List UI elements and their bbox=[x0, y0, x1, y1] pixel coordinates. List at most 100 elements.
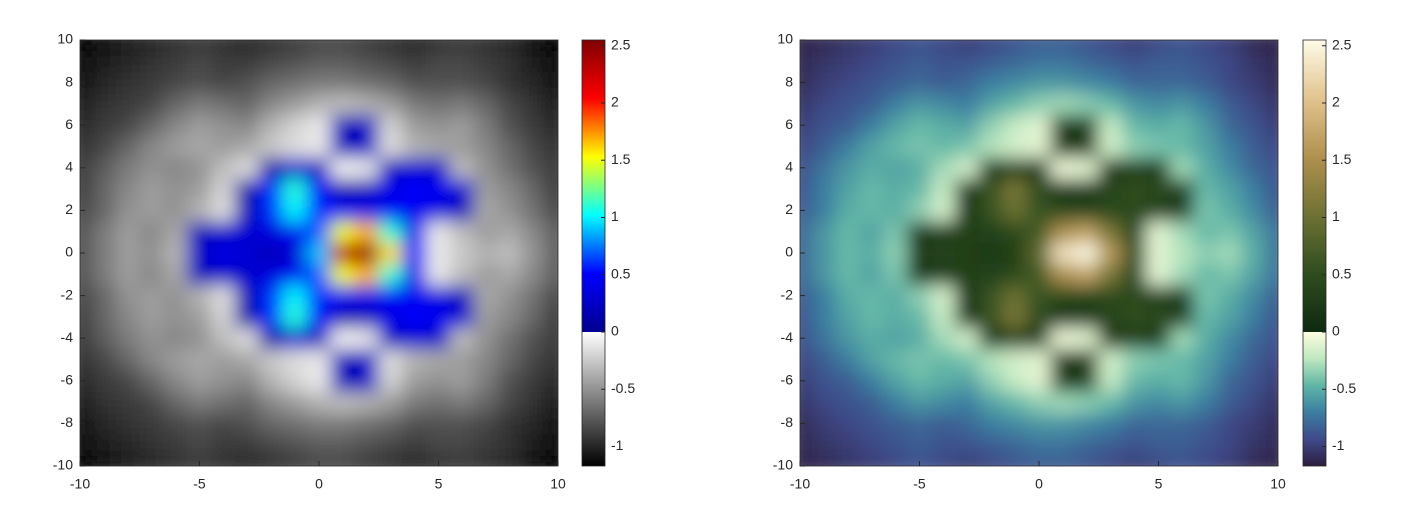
heatmap-cell bbox=[800, 327, 813, 350]
heatmap-cell bbox=[1074, 390, 1100, 414]
heatmap-cell bbox=[1265, 114, 1278, 137]
heatmap-cell bbox=[282, 50, 308, 73]
heatmap-cell bbox=[354, 135, 380, 158]
heatmap-cell bbox=[163, 92, 189, 116]
heatmap-cell bbox=[306, 50, 332, 73]
heatmap-cell bbox=[354, 327, 380, 350]
heatmap-cell bbox=[1050, 454, 1076, 466]
heatmap-cell bbox=[1265, 305, 1278, 329]
heatmap-cell bbox=[883, 50, 909, 73]
heatmap-cell bbox=[800, 454, 813, 466]
x-tick-label: 10 bbox=[1270, 476, 1286, 492]
heatmap-cell bbox=[91, 71, 117, 94]
heatmap-cell bbox=[1074, 369, 1100, 392]
colorbar-tick-label: -1 bbox=[1332, 437, 1345, 453]
heatmap-cell bbox=[835, 369, 861, 392]
heatmap-cell bbox=[811, 348, 837, 371]
heatmap-cell bbox=[258, 92, 284, 116]
heatmap-cell bbox=[234, 390, 260, 414]
heatmap-cell bbox=[163, 220, 189, 243]
heatmap-cell bbox=[306, 327, 332, 350]
heatmap-cell bbox=[473, 369, 499, 392]
heatmap-cells bbox=[800, 40, 1278, 466]
plot-area bbox=[800, 40, 1278, 466]
heatmap-cell bbox=[811, 327, 837, 350]
heatmap-cell bbox=[1265, 92, 1278, 116]
heatmap-cell bbox=[1098, 177, 1124, 201]
heatmap-cell bbox=[282, 263, 308, 286]
heatmap-cell bbox=[1217, 369, 1243, 392]
heatmap-cell bbox=[91, 327, 117, 350]
heatmap-cell bbox=[1026, 454, 1052, 466]
heatmap-cell bbox=[378, 135, 404, 158]
heatmap-cell bbox=[426, 71, 451, 94]
heatmap-cell bbox=[521, 220, 547, 243]
y-tick-label: 0 bbox=[65, 244, 73, 260]
heatmap-cell bbox=[306, 114, 332, 137]
heatmap-cell bbox=[1074, 50, 1100, 73]
heatmap-cell bbox=[473, 390, 499, 414]
colorbar-tick-label: -1 bbox=[611, 437, 624, 453]
heatmap-cell bbox=[139, 348, 165, 371]
heatmap-cell bbox=[234, 241, 260, 265]
heatmap-cell bbox=[1265, 284, 1278, 307]
heatmap-cell bbox=[521, 199, 547, 222]
heatmap-cell bbox=[187, 263, 212, 286]
heatmap-cell bbox=[115, 71, 141, 94]
heatmap-cell bbox=[80, 71, 93, 94]
heatmap-cell bbox=[1217, 305, 1243, 329]
heatmap-cell bbox=[835, 177, 861, 201]
x-tick-label: -5 bbox=[913, 476, 926, 492]
heatmap-cell bbox=[1241, 348, 1267, 371]
heatmap-cell bbox=[954, 369, 980, 392]
heatmap-cell bbox=[800, 284, 813, 307]
heatmap-cell bbox=[402, 71, 428, 94]
heatmap-cell bbox=[1074, 454, 1100, 466]
heatmap-cell bbox=[978, 220, 1004, 243]
heatmap-cell bbox=[1026, 199, 1052, 222]
heatmap-cell bbox=[115, 40, 141, 52]
heatmap-cell bbox=[187, 220, 212, 243]
heatmap-cell bbox=[1026, 284, 1052, 307]
heatmap-cell bbox=[426, 177, 451, 201]
heatmap-cell bbox=[978, 263, 1004, 286]
heatmap-cell bbox=[1098, 327, 1124, 350]
heatmap-cell bbox=[1241, 412, 1267, 435]
heatmap-cell bbox=[811, 241, 837, 265]
heatmap-cell bbox=[473, 220, 499, 243]
heatmap-cell bbox=[187, 305, 212, 329]
heatmap-cell bbox=[907, 50, 932, 73]
heatmap-cell bbox=[497, 92, 523, 116]
heatmap-cell bbox=[1217, 156, 1243, 179]
heatmap-cell bbox=[187, 390, 212, 414]
heatmap-cell bbox=[907, 433, 932, 456]
heatmap-cell bbox=[234, 305, 260, 329]
heatmap-cell bbox=[978, 454, 1004, 466]
heatmap-cell bbox=[80, 433, 93, 456]
heatmap-cell bbox=[1122, 305, 1148, 329]
heatmap-cell bbox=[1169, 199, 1195, 222]
heatmap-cell bbox=[1050, 433, 1076, 456]
heatmap-cell bbox=[1026, 348, 1052, 371]
y-tick-label: -10 bbox=[53, 457, 73, 473]
heatmap-cell bbox=[1146, 369, 1171, 392]
heatmap-cell bbox=[426, 412, 451, 435]
heatmap-cell bbox=[1122, 241, 1148, 265]
heatmap-cell bbox=[1026, 412, 1052, 435]
heatmap-cell bbox=[1002, 71, 1028, 94]
heatmap-cell bbox=[210, 327, 236, 350]
heatmap-cell bbox=[210, 263, 236, 286]
heatmap-cell bbox=[859, 156, 885, 179]
heatmap-cell bbox=[234, 40, 260, 52]
heatmap-cell bbox=[545, 305, 558, 329]
heatmap-cell bbox=[835, 40, 861, 52]
heatmap-cell bbox=[258, 390, 284, 414]
heatmap-cell bbox=[859, 241, 885, 265]
colorbar-tick-label: 1 bbox=[611, 208, 619, 224]
heatmap-cell bbox=[811, 263, 837, 286]
heatmap-cell bbox=[1217, 220, 1243, 243]
heatmap-cell bbox=[449, 156, 475, 179]
colorbar-tick-label: -0.5 bbox=[611, 380, 635, 396]
heatmap-cell bbox=[1050, 284, 1076, 307]
heatmap-cell bbox=[449, 327, 475, 350]
